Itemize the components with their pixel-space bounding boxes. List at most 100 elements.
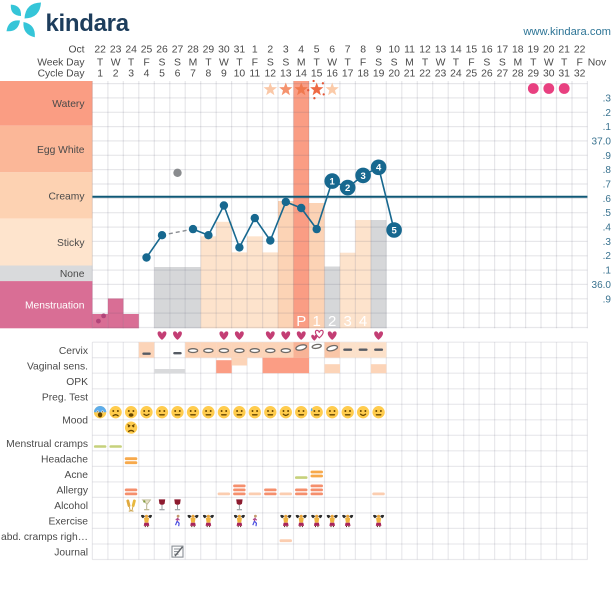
svg-text:Cervix: Cervix xyxy=(59,346,89,357)
svg-text:Allergy: Allergy xyxy=(57,485,89,496)
svg-text:S: S xyxy=(483,57,490,68)
svg-text:.7: .7 xyxy=(603,180,612,191)
svg-text:.1: .1 xyxy=(603,266,612,277)
svg-text:10: 10 xyxy=(388,45,400,56)
svg-text:9: 9 xyxy=(221,69,227,80)
svg-text:30: 30 xyxy=(218,45,230,56)
svg-text:30: 30 xyxy=(543,69,555,80)
svg-text:M: M xyxy=(297,57,306,68)
svg-text:Cycle Day: Cycle Day xyxy=(38,69,86,80)
svg-text:Watery: Watery xyxy=(52,99,85,110)
svg-text:31: 31 xyxy=(558,69,570,80)
svg-text:22: 22 xyxy=(574,45,586,56)
svg-text:2: 2 xyxy=(113,69,119,80)
svg-text:Egg White: Egg White xyxy=(37,145,85,156)
svg-text:9: 9 xyxy=(376,45,382,56)
svg-text:F: F xyxy=(577,57,583,68)
svg-text:11: 11 xyxy=(249,69,260,80)
svg-text:2: 2 xyxy=(328,313,336,330)
svg-text:W: W xyxy=(544,57,554,68)
svg-text:.9: .9 xyxy=(603,294,612,305)
svg-text:1: 1 xyxy=(97,69,103,80)
svg-text:T: T xyxy=(422,57,429,68)
svg-text:Nov: Nov xyxy=(588,57,607,68)
svg-text:21: 21 xyxy=(404,69,416,80)
svg-text:20: 20 xyxy=(388,69,400,80)
svg-text:T: T xyxy=(128,57,135,68)
svg-text:.5: .5 xyxy=(603,208,612,219)
svg-text:Sticky: Sticky xyxy=(57,238,85,249)
svg-text:W: W xyxy=(111,57,121,68)
svg-text:2: 2 xyxy=(267,45,273,56)
svg-text:12: 12 xyxy=(419,45,431,56)
svg-text:Mood: Mood xyxy=(62,416,88,427)
svg-text:Vaginal sens.: Vaginal sens. xyxy=(27,361,88,372)
svg-text:.3: .3 xyxy=(603,237,612,248)
svg-text:24: 24 xyxy=(450,69,462,80)
svg-text:36.0: 36.0 xyxy=(592,280,612,291)
svg-text:P: P xyxy=(296,313,306,330)
svg-text:13: 13 xyxy=(435,45,447,56)
svg-text:kindara: kindara xyxy=(46,10,130,37)
svg-text:S: S xyxy=(499,57,506,68)
svg-text:T: T xyxy=(314,57,321,68)
svg-text:23: 23 xyxy=(110,45,122,56)
svg-text:10: 10 xyxy=(234,69,246,80)
svg-text:T: T xyxy=(236,57,243,68)
svg-text:.8: .8 xyxy=(603,165,612,176)
svg-text:W: W xyxy=(219,57,229,68)
svg-text:S: S xyxy=(282,57,289,68)
svg-text:T: T xyxy=(561,57,568,68)
svg-text:.2: .2 xyxy=(603,108,612,119)
svg-text:Creamy: Creamy xyxy=(48,191,85,202)
svg-text:Headache: Headache xyxy=(41,454,88,465)
svg-text:.9: .9 xyxy=(603,151,612,162)
svg-text:18: 18 xyxy=(357,69,369,80)
svg-text:22: 22 xyxy=(94,45,106,56)
svg-text:abd. cramps righ…: abd. cramps righ… xyxy=(1,532,88,543)
svg-text:.3: .3 xyxy=(603,93,612,104)
svg-text:29: 29 xyxy=(528,69,540,80)
svg-text:www.kindara.com: www.kindara.com xyxy=(522,26,611,38)
svg-text:31: 31 xyxy=(234,45,246,56)
svg-text:Oct: Oct xyxy=(68,45,84,56)
svg-text:M: M xyxy=(513,57,522,68)
svg-text:7: 7 xyxy=(345,45,351,56)
svg-text:T: T xyxy=(345,57,352,68)
svg-text:Week Day: Week Day xyxy=(37,57,85,68)
svg-text:1: 1 xyxy=(252,45,258,56)
svg-text:T: T xyxy=(205,57,212,68)
svg-text:W: W xyxy=(327,57,337,68)
svg-text:28: 28 xyxy=(512,69,524,80)
svg-text:Preg. Test: Preg. Test xyxy=(42,392,88,403)
svg-text:6: 6 xyxy=(329,45,335,56)
svg-text:8: 8 xyxy=(360,45,366,56)
svg-text:3: 3 xyxy=(283,45,289,56)
svg-text:7: 7 xyxy=(190,69,196,80)
svg-text:5: 5 xyxy=(314,45,320,56)
svg-text:15: 15 xyxy=(311,69,323,80)
svg-text:Journal: Journal xyxy=(54,548,88,559)
svg-text:19: 19 xyxy=(528,45,540,56)
svg-text:27: 27 xyxy=(497,69,509,80)
svg-text:19: 19 xyxy=(373,69,385,80)
svg-text:5: 5 xyxy=(391,225,397,236)
svg-text:F: F xyxy=(252,57,258,68)
svg-text:17: 17 xyxy=(342,69,354,80)
svg-text:15: 15 xyxy=(466,45,478,56)
svg-text:27: 27 xyxy=(172,45,184,56)
svg-text:S: S xyxy=(375,57,382,68)
svg-text:28: 28 xyxy=(187,45,199,56)
svg-text:21: 21 xyxy=(558,45,570,56)
svg-text:S: S xyxy=(174,57,181,68)
svg-text:4: 4 xyxy=(298,45,304,56)
svg-text:26: 26 xyxy=(481,69,493,80)
svg-text:.6: .6 xyxy=(603,194,612,205)
svg-text:.1: .1 xyxy=(603,122,612,133)
svg-text:.4: .4 xyxy=(603,223,612,234)
svg-text:17: 17 xyxy=(497,45,509,56)
svg-text:24: 24 xyxy=(125,45,137,56)
svg-text:Menstrual cramps: Menstrual cramps xyxy=(6,439,88,450)
svg-text:T: T xyxy=(453,57,460,68)
svg-text:14: 14 xyxy=(295,69,307,80)
